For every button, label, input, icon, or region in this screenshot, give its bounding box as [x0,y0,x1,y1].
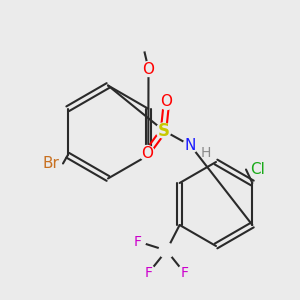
Text: H: H [201,146,211,160]
Text: O: O [160,94,172,110]
Circle shape [177,266,192,280]
Text: O: O [142,61,154,76]
Text: Cl: Cl [250,162,266,177]
Circle shape [141,61,156,76]
Circle shape [183,138,198,153]
Text: F: F [181,266,188,280]
Circle shape [135,36,150,51]
Text: F: F [134,235,142,248]
Text: O: O [141,146,153,160]
Text: S: S [158,122,169,140]
Circle shape [159,243,174,258]
Circle shape [44,156,59,171]
Text: Br: Br [43,156,59,171]
Text: N: N [185,138,196,153]
Text: F: F [145,266,152,280]
Circle shape [141,266,156,280]
Circle shape [156,123,171,138]
Circle shape [140,146,154,160]
Circle shape [159,94,174,110]
Circle shape [250,162,266,177]
Circle shape [130,234,146,249]
